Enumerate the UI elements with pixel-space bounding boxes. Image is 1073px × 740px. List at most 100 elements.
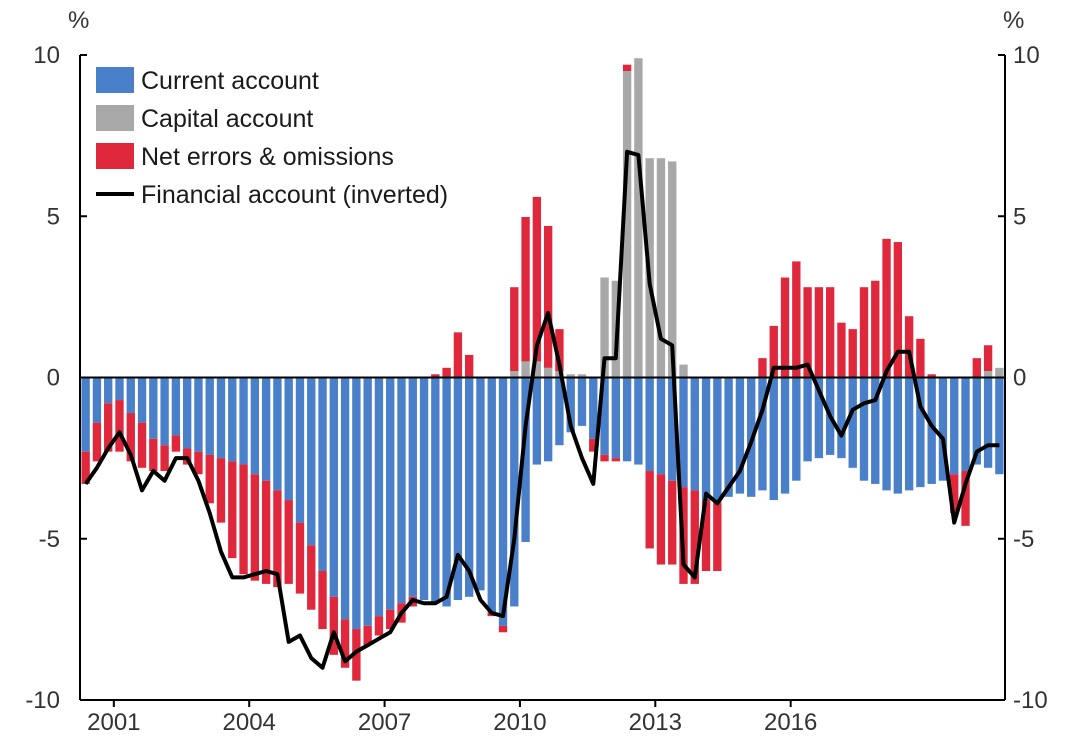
current-account-bar — [92, 377, 102, 423]
net-errors-bar — [498, 625, 508, 633]
current-account-bar — [228, 377, 237, 462]
net-errors-bar — [442, 367, 451, 378]
right-y-tick-label: -5 — [1013, 526, 1034, 553]
current-account-bar — [859, 377, 869, 481]
bars-layer — [81, 58, 1004, 681]
current-account-bar — [679, 377, 688, 488]
left-y-tick-label: 0 — [47, 365, 60, 392]
current-account-bar — [171, 377, 181, 436]
capital-account-bar — [668, 161, 677, 378]
legend-label: Current account — [141, 67, 319, 95]
x-tick-label: 2001 — [87, 709, 140, 736]
net-errors-bar — [645, 471, 654, 549]
current-account-bar — [735, 377, 745, 494]
right-y-tick-label: -10 — [1013, 687, 1048, 714]
current-account-bar — [611, 377, 620, 459]
net-errors-bar — [972, 358, 981, 378]
net-errors-bar — [961, 471, 970, 526]
net-errors-bar — [137, 422, 147, 468]
current-account-bar — [352, 377, 361, 630]
left-y-tick-label: -5 — [39, 526, 60, 553]
current-account-bar — [465, 377, 474, 597]
x-tick-label: 2004 — [223, 709, 276, 736]
net-errors-bar — [555, 329, 564, 372]
net-errors-bar — [81, 451, 90, 484]
current-account-bar — [893, 377, 903, 494]
x-tick-label: 2016 — [764, 709, 817, 736]
net-errors-bar — [126, 412, 135, 462]
current-account-bar — [487, 377, 496, 613]
current-account-bar — [295, 377, 305, 523]
current-account-bar — [318, 377, 327, 571]
current-account-bar — [81, 377, 90, 452]
current-account-bar — [205, 377, 214, 455]
net-errors-bar — [825, 287, 835, 378]
net-errors-bar — [216, 458, 226, 523]
current-account-bar — [769, 377, 778, 501]
capital-account-bar — [995, 367, 1004, 378]
current-account-bar — [216, 377, 226, 459]
capital-account-bar — [543, 367, 553, 378]
net-errors-bar — [284, 500, 293, 584]
right-y-tick-label: 0 — [1013, 365, 1026, 392]
net-errors-bar — [532, 196, 542, 362]
net-errors-bar — [205, 454, 214, 504]
net-errors-bar — [521, 196, 530, 362]
net-errors-bar — [893, 242, 903, 378]
current-account-bar — [916, 377, 925, 488]
net-errors-bar — [194, 451, 203, 475]
current-account-bar — [419, 377, 429, 601]
financial-account-line — [83, 149, 1000, 670]
current-account-bar — [521, 377, 530, 542]
net-errors-bar — [250, 474, 260, 581]
net-errors-bar — [171, 435, 181, 452]
net-errors-bar — [690, 490, 699, 584]
capital-account-bar — [656, 158, 666, 378]
net-errors-bar — [92, 422, 102, 462]
right-axis-unit: % — [1003, 7, 1024, 34]
current-account-bar — [701, 377, 711, 501]
current-account-bar — [476, 377, 485, 591]
current-account-bar — [848, 377, 857, 468]
current-account-legend-swatch — [96, 67, 134, 93]
net-errors-bar — [239, 464, 248, 575]
current-account-bar — [273, 377, 282, 491]
legend-label: Financial account (inverted) — [141, 181, 448, 209]
net-errors-bar — [363, 625, 372, 646]
net-errors-bar — [983, 345, 993, 372]
capital-account-bar — [521, 361, 530, 378]
current-account-bar — [904, 377, 914, 491]
net-errors-bar — [273, 490, 282, 588]
current-account-bar — [668, 377, 677, 481]
net-errors-bar — [950, 474, 959, 513]
current-account-bar — [510, 377, 519, 607]
legend-background — [90, 62, 530, 217]
left-y-tick-label: 10 — [33, 42, 60, 69]
capital-account-legend-swatch — [96, 105, 134, 131]
current-account-bar — [261, 377, 271, 481]
net-errors-bar — [465, 354, 474, 378]
current-account-bar — [182, 377, 192, 449]
current-account-bar — [498, 377, 508, 626]
net-errors-bar — [340, 619, 350, 668]
current-account-bar — [938, 377, 948, 481]
net-errors-bar — [318, 571, 327, 630]
legend: Current account Capital account Net errors… — [90, 62, 530, 217]
current-account-bar — [115, 377, 124, 401]
current-account-bar — [307, 377, 316, 546]
net-errors-bar — [386, 609, 395, 630]
left-y-tick-label: 5 — [47, 203, 60, 230]
net-errors-bar — [758, 358, 767, 378]
current-account-bar — [950, 377, 959, 475]
net-errors-bar — [701, 500, 711, 571]
net-errors-bar — [104, 403, 113, 452]
current-account-bar — [566, 377, 575, 433]
net-errors-bar — [837, 322, 846, 378]
net-errors-bar — [780, 277, 790, 378]
net-errors-bar — [904, 316, 914, 378]
current-account-bar — [408, 377, 417, 597]
right-y-tick-label: 10 — [1013, 42, 1040, 69]
current-account-bar — [622, 377, 632, 462]
current-account-bar — [374, 377, 384, 617]
current-account-bar — [577, 377, 587, 426]
